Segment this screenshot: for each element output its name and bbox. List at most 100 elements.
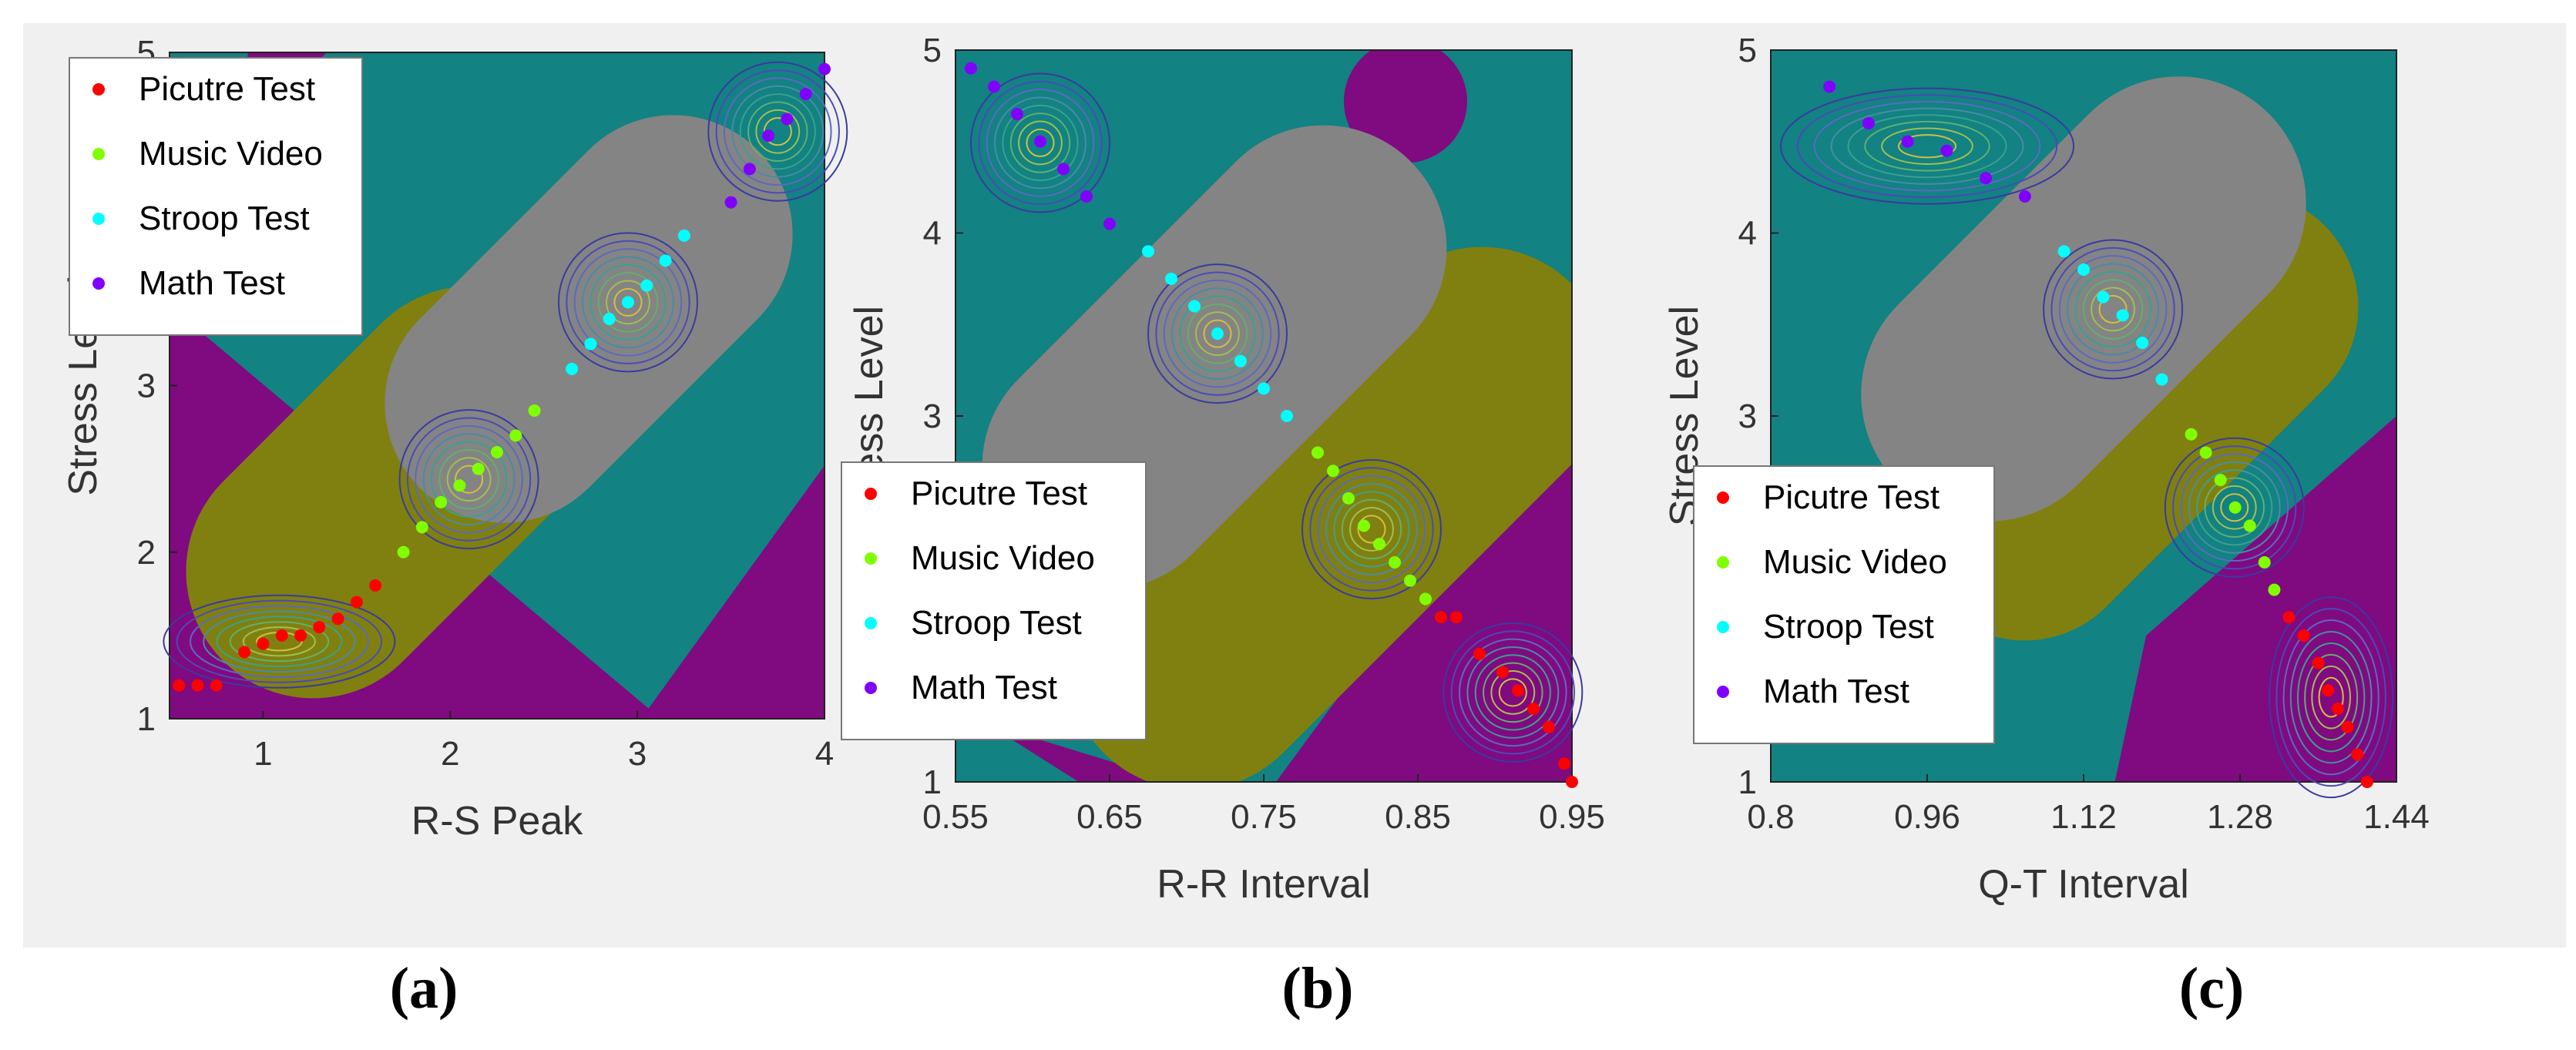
point-music [1358,519,1370,532]
point-picture [257,637,270,650]
x-tick-label: 0.85 [1385,798,1451,836]
point-picture [1558,757,1570,770]
contour-music [2164,437,2305,578]
legend-box [841,461,1147,740]
point-music [1404,574,1416,587]
point-math [1080,190,1093,203]
x-tick-label: 1.28 [2207,798,2273,836]
contour-ring [2188,461,2281,554]
legend-marker-math [92,277,105,290]
legend-label-stroop: Stroop Test [139,200,310,237]
contour-ring [1813,100,2041,192]
point-picture [313,621,326,634]
contour-ring [582,256,674,349]
contour-ring [2304,653,2359,741]
contour-ring [1179,295,1256,372]
contour-stroop [1147,263,1288,404]
x-tick-label: 0.55 [922,798,989,836]
point-stroop [603,313,616,325]
contour-music [1301,458,1442,599]
contour-ring [1847,114,2007,179]
y-tick-label: 1 [923,763,942,801]
contour-ring [446,457,492,502]
legend-label-stroop: Stroop Test [911,604,1082,642]
contour-ring [1897,134,1957,159]
contour-ring [203,610,356,673]
caption-a: (a) [389,956,458,1021]
contour-ring [747,101,808,162]
point-music [2214,474,2227,487]
contour-ring [970,72,1110,213]
point-picture [210,679,223,692]
point-math [1103,217,1116,230]
point-picture [2312,656,2325,669]
point-stroop [2097,290,2110,304]
contour-ring [2058,255,2168,364]
point-picture [294,629,307,642]
contour-ring [2318,676,2344,718]
chart-c: 0.80.961.121.281.4412345Q-T IntervalStre… [1662,32,2430,907]
point-music [415,521,428,534]
contour-ring [216,616,343,668]
contour-ring [613,287,643,317]
x-tick-label: 0.65 [1076,798,1143,836]
contour-ring [1171,287,1264,381]
legend-marker-music [92,148,105,160]
point-picture [2351,748,2364,761]
x-tick-label: 0.8 [1747,798,1794,836]
contour-ring [1325,483,1418,575]
contour-ring [2091,287,2135,332]
contour-ring [1483,662,1543,723]
contour-ring [2220,493,2249,522]
contour-picture [1442,622,1584,763]
point-music [528,404,541,417]
point-picture [331,612,344,626]
legend-marker-music [1717,556,1729,569]
y-tick-label: 3 [923,398,942,435]
contour-ring [189,605,369,678]
contour-ring [242,626,316,657]
contour-ring [1203,319,1232,348]
contour-ring [2269,596,2394,799]
region-gray [1861,76,2306,522]
point-music [2258,556,2271,569]
contour-ring [994,96,1086,190]
point-math [1057,163,1070,176]
point-music [1419,592,1432,606]
caption-b: (b) [1281,956,1354,1021]
y-tick-label: 3 [137,367,156,405]
x-axis-label: R-R Interval [1157,862,1370,907]
contour-ring [398,409,539,550]
contour-ring [1147,263,1288,404]
contour-ring [1301,458,1442,599]
point-picture [1527,703,1540,715]
legend-label-picture: Picutre Test [1763,478,1940,516]
point-picture [1512,684,1524,697]
contour-ring [597,272,659,333]
x-tick-label: 0.96 [1894,798,1960,836]
point-picture [191,679,204,692]
contour-ring [558,232,698,373]
contour-ring [1450,630,1575,755]
point-stroop [2077,263,2090,276]
y-tick-label: 3 [1738,398,1757,435]
contour-ring [723,77,832,186]
point-math [1862,117,1875,129]
contour-ring [1474,654,1551,731]
point-music [2228,501,2242,514]
point-math [988,80,1000,93]
point-picture [2322,684,2335,697]
point-stroop [566,362,579,375]
region-purple-top [1344,50,1467,163]
legend-marker-music [865,552,877,565]
point-picture [1566,776,1578,788]
contour-ring [2098,294,2128,324]
contour-ring [438,448,499,510]
point-music [1327,465,1339,478]
point-picture [1450,611,1463,624]
legend: Picutre Test Music Video Stroop Test Math T… [69,57,363,336]
contour-ring [1830,107,2024,185]
contour-ring [1163,279,1272,388]
x-axis-label: Q-T Interval [1978,862,2189,907]
